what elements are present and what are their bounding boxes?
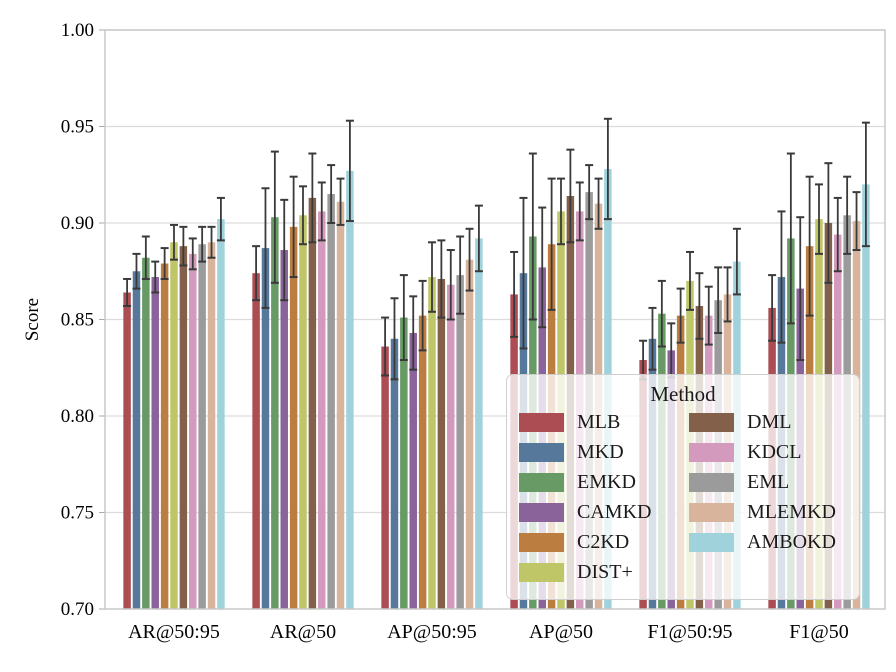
color-swatch <box>689 502 734 522</box>
y-tick-label: 0.80 <box>61 406 94 427</box>
color-swatch <box>689 442 734 462</box>
legend-item: MLEMKD <box>689 497 859 527</box>
legend-item: KDCL <box>689 437 859 467</box>
bar <box>400 317 408 609</box>
y-tick-label: 0.70 <box>61 599 94 620</box>
y-tick-label: 0.95 <box>61 117 94 138</box>
bar <box>299 215 307 609</box>
bar <box>437 278 446 609</box>
y-tick-label: 0.90 <box>61 213 94 234</box>
legend-label: C2KD <box>577 530 630 553</box>
x-tick-label: AR@50 <box>270 621 336 643</box>
color-swatch <box>689 412 734 432</box>
bar <box>327 194 335 610</box>
legend-columns: MLB MKD EMKD CAMKD C2KD DIST+ DML KDCL EML MLEMKD… <box>507 407 859 587</box>
bar <box>217 219 225 609</box>
bar <box>271 217 279 609</box>
legend-label: CAMKD <box>577 500 652 523</box>
bar <box>123 292 131 609</box>
bar <box>198 244 206 610</box>
bar <box>189 253 197 609</box>
bar <box>447 284 455 609</box>
legend-item: MLB <box>519 407 689 437</box>
legend-item: EMKD <box>519 467 689 497</box>
x-tick-label: AP@50 <box>529 621 593 643</box>
legend-title: Method <box>650 382 716 406</box>
legend-item: DML <box>689 407 859 437</box>
y-tick-label: 1.00 <box>61 20 94 41</box>
legend-label: MLEMKD <box>747 500 836 523</box>
bar <box>132 271 141 609</box>
x-tick-label: F1@50 <box>789 621 849 643</box>
plot-border <box>104 29 886 610</box>
x-tick-label: F1@50:95 <box>647 621 732 643</box>
legend-label: DIST+ <box>577 560 633 583</box>
bar <box>142 257 150 609</box>
bar <box>418 315 427 609</box>
bar <box>252 273 260 609</box>
bar <box>381 346 389 609</box>
bar <box>862 184 870 609</box>
x-tick-label: AR@50:95 <box>128 621 220 643</box>
bar <box>261 248 270 609</box>
bar <box>318 211 326 610</box>
legend-label: DML <box>747 410 792 433</box>
legend-item: DIST+ <box>519 557 689 587</box>
color-swatch <box>519 412 564 432</box>
y-tick-label: 0.75 <box>61 503 94 524</box>
color-swatch <box>519 532 564 552</box>
bar <box>308 197 317 609</box>
bar <box>346 170 354 609</box>
legend-item: C2KD <box>519 527 689 557</box>
color-swatch <box>519 472 564 492</box>
color-swatch <box>689 472 734 492</box>
color-swatch <box>519 502 564 522</box>
bar <box>456 275 464 609</box>
color-swatch <box>519 562 564 582</box>
bar <box>409 333 417 609</box>
bar <box>336 201 345 609</box>
legend-label: EML <box>747 470 790 493</box>
legend-column: MLB MKD EMKD CAMKD C2KD DIST+ <box>519 407 689 587</box>
bar <box>289 226 298 610</box>
bar <box>428 277 436 609</box>
bar <box>160 263 169 609</box>
bar <box>151 277 159 609</box>
y-axis-title: Score <box>22 298 43 341</box>
color-swatch <box>689 532 734 552</box>
bar <box>207 242 216 610</box>
legend-item: EML <box>689 467 859 497</box>
legend-label: EMKD <box>577 470 636 493</box>
color-swatch <box>519 442 564 462</box>
legend-label: KDCL <box>747 440 802 463</box>
bar <box>170 242 178 610</box>
bar <box>390 338 399 609</box>
legend-label: MKD <box>577 440 624 463</box>
bar <box>475 238 483 609</box>
x-tick-label: AP@50:95 <box>387 621 477 643</box>
bar <box>179 246 188 609</box>
bar <box>280 250 288 609</box>
legend: Method MLB MKD EMKD CAMKD C2KD DIST+ DML KDCL EM… <box>506 374 860 600</box>
bar <box>465 259 474 609</box>
legend-column: DML KDCL EML MLEMKD AMBOKD <box>689 407 859 587</box>
y-tick-label: 0.85 <box>61 310 94 331</box>
legend-item: AMBOKD <box>689 527 859 557</box>
legend-label: AMBOKD <box>747 530 836 553</box>
legend-item: CAMKD <box>519 497 689 527</box>
legend-item: MKD <box>519 437 689 467</box>
legend-label: MLB <box>577 410 621 433</box>
